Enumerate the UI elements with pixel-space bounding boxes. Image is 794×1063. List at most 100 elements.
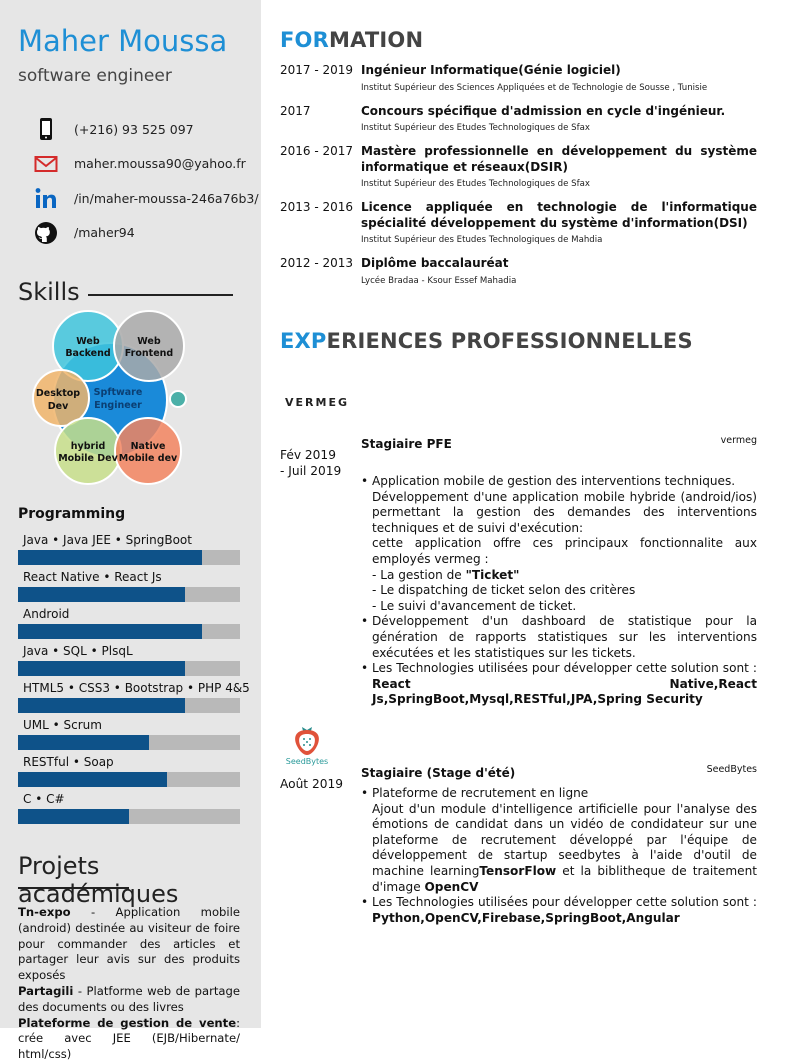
detail-text: Les Technologies utilisées pour développ…	[372, 661, 757, 676]
formation-institution: Institut Supérieur des Sciences Appliqué…	[361, 82, 708, 93]
project-description: - Platforme web de partage des documents…	[18, 983, 240, 1014]
divider	[18, 887, 129, 889]
skill-bar-fill	[18, 698, 185, 713]
job-details: Plateforme de recrutement en ligneAjout …	[361, 786, 757, 926]
divider	[87, 294, 233, 296]
job-title: Stagiaire (Stage d'été)	[361, 766, 516, 780]
detail-line: - Le suivi d'avancement de ticket.	[361, 599, 757, 615]
formation-item: 2013 - 2016 Licence appliquée en technolo…	[280, 200, 757, 245]
venn-label-hybrid: hybrid Mobile Dev	[58, 441, 118, 464]
skill-bar-item: UML • Scrum	[18, 716, 240, 753]
formation-body: Diplôme baccalauréat Lycée Bradaa - Ksour…	[361, 256, 757, 286]
skill-label: Java • SQL • PlsqL	[23, 644, 133, 658]
email-text[interactable]: maher.moussa90@yahoo.fr	[74, 156, 246, 172]
detail-text: Développement d'un dashboard de statisti…	[372, 614, 757, 660]
project-description: - Application mobile (android) destinée …	[18, 905, 240, 983]
skill-bar-track	[18, 587, 240, 602]
formation-body: Ingénieur Informatique(Génie logiciel) In…	[361, 63, 757, 93]
skill-label: Java • Java JEE • SpringBoot	[23, 533, 192, 547]
date-end: - Juil 2019	[280, 463, 342, 478]
skill-bar-track	[18, 809, 240, 824]
detail-text: React Native,React Js,SpringBoot,Mysql,R…	[372, 676, 757, 707]
skill-label: RESTful • Soap	[23, 755, 114, 769]
logo-text: SeedBytes	[285, 757, 329, 766]
skill-bar-track	[18, 698, 240, 713]
formation-title: Licence appliquée en technologie de l'in…	[361, 200, 757, 230]
skill-bar-fill	[18, 550, 203, 565]
formation-title: Ingénieur Informatique(Génie logiciel)	[361, 63, 621, 77]
project-name: Plateforme de gestion de vente	[18, 1015, 237, 1030]
formation-title: Mastère professionnelle en développement…	[361, 144, 757, 174]
project-item: Tn-expo - Application mobile (android) d…	[18, 905, 240, 984]
venn-frontend	[113, 310, 185, 382]
skill-bar-track	[18, 772, 240, 787]
skill-bar-item: C • C#	[18, 790, 240, 827]
detail-text: Les Technologies utilisées pour développ…	[372, 895, 757, 910]
experience-entry: vermeg Stagiaire PFE	[361, 433, 757, 452]
project-name: Partagili	[18, 983, 74, 998]
skill-bar-item: Android	[18, 605, 240, 642]
project-item: Plateforme de gestion de vente: crée ave…	[18, 1016, 240, 1063]
linkedin-icon	[35, 188, 56, 209]
skill-bar-fill	[18, 772, 167, 787]
skill-bar-fill	[18, 735, 149, 750]
skill-label: C • C#	[23, 792, 65, 806]
formation-years: 2017 - 2019	[280, 63, 354, 77]
skill-bar-fill	[18, 624, 203, 639]
skill-bar-item: Java • Java JEE • SpringBoot	[18, 531, 240, 568]
formation-institution: Institut Supérieur des Etudes Technologi…	[361, 179, 590, 189]
vermeg-logo: VERMEG	[285, 396, 349, 409]
detail-text: TensorFlow	[479, 863, 557, 878]
strawberry-icon	[295, 727, 319, 755]
detail-text: Plateforme de recrutement en ligne	[372, 786, 589, 800]
experience-entry: SeedBytes Stagiaire (Stage d'été)	[361, 762, 757, 781]
heading-rest: MATION	[328, 28, 424, 52]
skill-label: Android	[23, 607, 70, 621]
detail-text: Ajout d'un module d'intelligence artific…	[372, 801, 757, 878]
skills-title: Skills	[18, 278, 80, 306]
date-start: Fév 2019	[280, 448, 336, 462]
projects-heading: Projets académiques	[18, 852, 179, 908]
venn-label-desktop: Desktop Dev	[36, 388, 80, 412]
programming-heading: Programming	[18, 506, 126, 522]
job-dates: Fév 2019- Juil 2019	[280, 448, 341, 479]
detail-line: Développement d'un dashboard de statisti…	[361, 614, 757, 661]
skill-bar-track	[18, 735, 240, 750]
github-text[interactable]: /maher94	[74, 225, 135, 241]
formation-heading: FORMATION	[280, 28, 423, 52]
venn-label-backend: Web Backend	[65, 336, 110, 359]
phone-icon	[40, 118, 52, 141]
skill-label: UML • Scrum	[23, 718, 102, 732]
formation-years: 2016 - 2017	[280, 144, 354, 158]
phone-text[interactable]: (+216) 93 525 097	[74, 121, 194, 137]
skill-bar-item: Java • SQL • PlsqL	[18, 642, 240, 679]
detail-line: Ajout d'un module d'intelligence artific…	[361, 802, 757, 896]
detail-text: - Le dispatching de ticket selon des cri…	[372, 583, 636, 598]
formation-body: Concours spécifique d'admission en cycle…	[361, 104, 757, 134]
skill-bar-item: React Native • React Js	[18, 568, 240, 605]
detail-text: et la biblitheque de traitement d'image	[372, 863, 758, 894]
detail-line: - Le dispatching de ticket selon des cri…	[361, 583, 757, 599]
skill-bar-fill	[18, 809, 129, 824]
contact-phone: (+216) 93 525 097	[34, 112, 259, 147]
skill-label: React Native • React Js	[23, 570, 162, 584]
github-icon	[35, 221, 57, 244]
venn-label-center: Spftware Engineer	[94, 387, 143, 411]
detail-text: OpenCV	[424, 879, 479, 894]
contact-email: maher.moussa90@yahoo.fr	[34, 147, 259, 182]
linkedin-text[interactable]: /in/maher-moussa-246a76b3/	[74, 190, 259, 206]
candidate-role: software engineer	[18, 66, 172, 86]
company-name: vermeg	[720, 435, 757, 446]
detail-line: Les Technologies utilisées pour développ…	[361, 661, 757, 708]
venn-label-native: Native Mobile dev	[119, 441, 178, 464]
formation-body: Licence appliquée en technologie de l'in…	[361, 200, 757, 245]
skill-label: HTML5 • CSS3 • Bootstrap • PHP 4&5	[23, 681, 250, 695]
formation-body: Mastère professionnelle en développement…	[361, 144, 757, 189]
skill-bar-fill	[18, 661, 185, 676]
venn-native	[114, 417, 182, 485]
skill-bar-track	[18, 550, 240, 565]
project-list: Tn-expo - Application mobile (android) d…	[18, 905, 240, 1063]
skill-bar-item: HTML5 • CSS3 • Bootstrap • PHP 4&5	[18, 679, 250, 716]
detail-line: Développement d'une application mobile h…	[361, 490, 757, 537]
heading-accent: FOR	[280, 28, 329, 52]
